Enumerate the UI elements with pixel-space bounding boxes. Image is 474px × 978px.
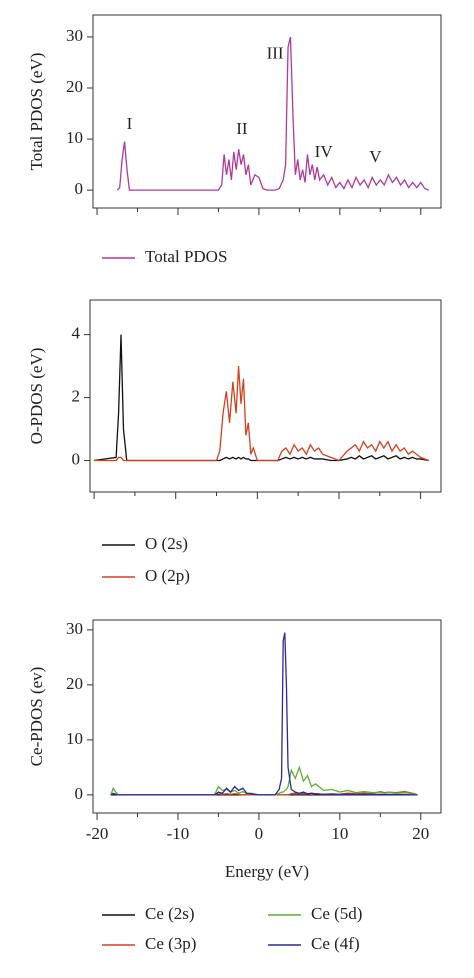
y-tick-label: 4 bbox=[72, 324, 81, 343]
legend-label: Ce (5d) bbox=[311, 904, 362, 923]
x-axis-label: Energy (eV) bbox=[225, 862, 309, 881]
y-tick-label: 30 bbox=[66, 26, 83, 45]
y-tick-label: 10 bbox=[66, 128, 83, 147]
plot-frame bbox=[89, 299, 442, 493]
series-line bbox=[94, 366, 429, 462]
x-tick-label: 0 bbox=[255, 824, 264, 843]
legend-label: O (2s) bbox=[145, 534, 188, 553]
series-line bbox=[93, 334, 429, 462]
x-tick-label: -10 bbox=[167, 824, 190, 843]
y-tick-label: 0 bbox=[75, 179, 84, 198]
plot-frame bbox=[92, 14, 442, 209]
annotation: III bbox=[267, 44, 284, 63]
legend-label: O (2p) bbox=[145, 566, 190, 585]
annotation: I bbox=[127, 114, 133, 133]
y-axis-label: Total PDOS (eV) bbox=[27, 53, 46, 171]
y-tick-label: 20 bbox=[66, 77, 83, 96]
series-line bbox=[110, 790, 418, 796]
plot-frame bbox=[92, 619, 442, 814]
series-line bbox=[116, 36, 430, 191]
annotation: II bbox=[236, 119, 248, 138]
y-tick-label: 30 bbox=[66, 619, 83, 638]
series-line bbox=[110, 765, 418, 796]
y-tick-label: 0 bbox=[72, 449, 81, 468]
legend-label: Ce (4f) bbox=[311, 934, 360, 953]
annotation: V bbox=[369, 147, 382, 166]
y-tick-label: 0 bbox=[75, 784, 84, 803]
y-tick-label: 2 bbox=[72, 386, 81, 405]
legend-label: Ce (2s) bbox=[145, 904, 195, 923]
y-axis-label: O-PDOS (eV) bbox=[27, 348, 46, 445]
x-tick-label: -20 bbox=[86, 824, 109, 843]
y-tick-label: 20 bbox=[66, 674, 83, 693]
annotation: IV bbox=[315, 142, 334, 161]
x-tick-label: 20 bbox=[412, 824, 429, 843]
series-line bbox=[110, 632, 418, 796]
legend-label: Total PDOS bbox=[145, 247, 227, 266]
y-axis-label: Ce-PDOS (ev) bbox=[27, 667, 46, 767]
y-tick-label: 10 bbox=[66, 729, 83, 748]
legend-label: Ce (3p) bbox=[145, 934, 196, 953]
x-tick-label: 10 bbox=[331, 824, 348, 843]
